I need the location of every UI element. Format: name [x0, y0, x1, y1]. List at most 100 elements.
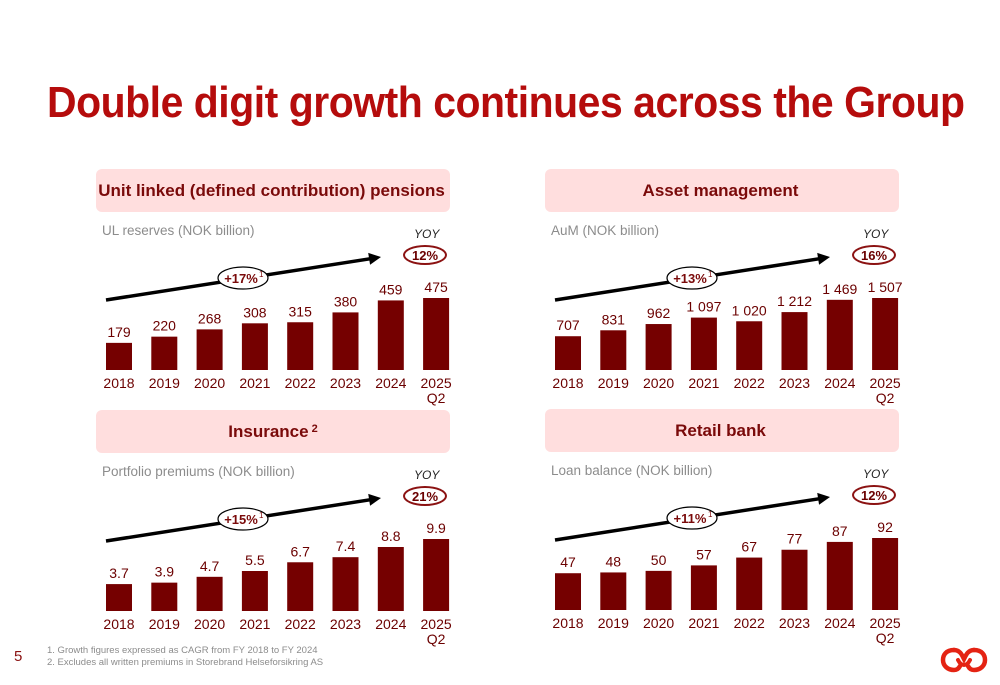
data-label: 67 [741, 539, 757, 555]
panel-header: Asset management [545, 169, 899, 212]
bar-2021 [690, 317, 717, 370]
data-label: 92 [877, 519, 893, 535]
x-tick-label: 2020 [194, 616, 225, 632]
x-tick-label: 2024 [824, 375, 855, 391]
x-tick-label: 2022 [285, 616, 316, 632]
data-label: 57 [696, 546, 712, 562]
bar-2024 [826, 541, 853, 610]
bar-2018 [106, 342, 132, 370]
bar-chart: 3.7 2018 3.9 2019 4.7 2020 5.5 2021 6.7 2022 7.4 20… [103, 493, 452, 647]
footnote-1: 1. Growth figures expressed as CAGR from… [47, 645, 318, 656]
bar-2018 [555, 336, 581, 370]
bar-2022 [287, 322, 314, 370]
bar-2022 [736, 321, 763, 370]
data-label: 3.9 [155, 564, 175, 580]
bar-2024 [377, 547, 404, 611]
data-label: 5.5 [245, 552, 265, 568]
yoy-badge: 12% [852, 485, 896, 505]
x-tick-label-sub: Q2 [427, 390, 446, 406]
data-label: 1 469 [822, 281, 857, 297]
bar-2025-q2 [872, 538, 899, 610]
cagr-badge [666, 506, 718, 530]
cagr-footnote-ref: 1 [708, 510, 713, 519]
panel-title: Asset management [642, 180, 799, 200]
x-tick-label: 2021 [239, 375, 270, 391]
data-label: 9.9 [426, 520, 446, 536]
x-tick-label: 2022 [285, 375, 316, 391]
x-tick-label: 2018 [552, 615, 583, 631]
data-label: 1 507 [868, 279, 903, 295]
yoy-label: YOY [863, 467, 889, 481]
data-label: 6.7 [290, 543, 310, 559]
data-label: 7.4 [336, 538, 356, 554]
panel-insurance: Insurance 2 Portfolio premiums (NOK billi… [96, 410, 452, 650]
cagr-value: +13% [673, 271, 707, 286]
x-tick-label: 2025 [421, 375, 452, 391]
yoy-badge: 21% [403, 486, 447, 506]
cagr-footnote-ref: 1 [259, 511, 264, 520]
bar-2023 [332, 557, 359, 611]
yoy-value: 21% [411, 488, 439, 504]
panel-header: Insurance 2 [96, 410, 450, 453]
growth-arrow-head [368, 252, 381, 265]
data-label: 475 [424, 279, 448, 295]
chart-ylabel: UL reserves (NOK billion) [102, 223, 255, 238]
data-label: 50 [651, 552, 667, 568]
data-label: 3.7 [109, 565, 129, 581]
cagr-badge [217, 266, 269, 290]
x-tick-label: 2018 [103, 616, 134, 632]
growth-arrow-head [817, 492, 830, 505]
cagr-footnote-ref: 1 [259, 270, 264, 279]
cagr-badge [666, 266, 718, 290]
x-tick-label: 2022 [734, 615, 765, 631]
x-tick-label: 2019 [149, 616, 180, 632]
x-tick-label: 2023 [330, 375, 361, 391]
bar-2021 [241, 571, 268, 611]
data-label: 4.7 [200, 558, 220, 574]
data-label: 179 [107, 324, 131, 340]
panel-title: Insurance [228, 421, 309, 441]
bar-2020 [645, 570, 672, 610]
panel-unit-linked: Unit linked (defined contribution) pensi… [96, 169, 452, 409]
bar-chart: 179 2018 220 2019 268 2020 308 2021 315 2022 380 20… [103, 252, 452, 406]
bar-2023 [781, 549, 808, 610]
data-label: 220 [153, 318, 177, 334]
bar-2024 [377, 300, 404, 370]
yoy-badge: 12% [403, 245, 447, 265]
storebrand-logo-icon [940, 647, 988, 673]
bar-2021 [690, 565, 717, 610]
x-tick-label: 2023 [779, 375, 810, 391]
x-tick-label: 2018 [103, 375, 134, 391]
data-label: 707 [556, 317, 580, 333]
x-tick-label: 2019 [149, 375, 180, 391]
panel-retail-bank: Retail bank Loan balance (NOK billion) Y… [545, 409, 901, 649]
data-label: 459 [379, 281, 403, 297]
bar-2019 [151, 582, 178, 611]
data-label: 87 [832, 523, 848, 539]
panel-title: Retail bank [675, 420, 766, 440]
x-tick-label-sub: Q2 [876, 390, 895, 406]
x-tick-label: 2021 [239, 616, 270, 632]
data-label: 308 [243, 304, 267, 320]
bar-2020 [196, 576, 223, 611]
bar-2020 [645, 324, 672, 370]
x-tick-label: 2021 [688, 615, 719, 631]
data-label: 77 [787, 531, 803, 547]
bar-2024 [826, 299, 853, 370]
bar-2019 [151, 336, 178, 370]
yoy-value: 16% [860, 247, 888, 263]
x-tick-label-sub: Q2 [876, 630, 895, 646]
x-tick-label: 2022 [734, 375, 765, 391]
x-tick-label: 2021 [688, 375, 719, 391]
x-tick-label: 2018 [552, 375, 583, 391]
footnote-2: 2. Excludes all written premiums in Stor… [47, 657, 324, 668]
data-label: 47 [560, 554, 576, 570]
footnotes: 1. Growth figures expressed as CAGR from… [47, 645, 323, 669]
yoy-label: YOY [414, 227, 440, 241]
data-label: 380 [334, 293, 358, 309]
chart-ylabel: Portfolio premiums (NOK billion) [102, 464, 295, 479]
x-tick-label: 2019 [598, 615, 629, 631]
data-label: 315 [289, 303, 313, 319]
yoy-badge: 16% [852, 245, 896, 265]
panel-title: Unit linked (defined contribution) pensi… [98, 180, 445, 200]
